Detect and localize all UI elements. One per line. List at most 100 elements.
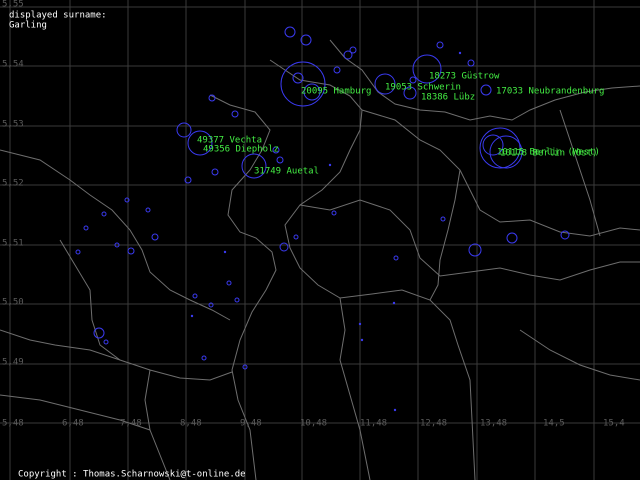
surname-marker	[480, 84, 492, 96]
surname-marker	[190, 314, 194, 318]
surname-value: Garling	[9, 21, 47, 31]
surname-marker	[292, 72, 304, 84]
surname-marker	[208, 94, 216, 102]
surname-marker	[467, 59, 475, 67]
surname-marker	[280, 61, 326, 107]
surname-marker	[328, 163, 332, 167]
copyright: Copyright : Thomas.Scharnowski@t-online.…	[18, 470, 246, 480]
border-line	[519, 329, 640, 381]
latitude-labels: 5,55 5,54 5,53 5,52 5,51 5,50 5,49	[2, 0, 24, 368]
longitude-label: 11,48	[360, 419, 387, 429]
longitude-label: 10,48	[300, 419, 327, 429]
surname-marker	[145, 207, 151, 213]
longitude-label: 9,48	[240, 419, 262, 429]
surname-marker	[114, 242, 120, 248]
surname-marker	[479, 127, 521, 169]
surname-marker	[234, 297, 240, 303]
place-label: 17033 Neubrandenburg	[496, 87, 604, 97]
surname-marker	[83, 225, 89, 231]
longitude-label: 6,48	[62, 419, 84, 429]
surname-marker	[393, 255, 399, 261]
surname-marker	[211, 168, 219, 176]
surname-marker	[489, 135, 523, 169]
place-label: 10115 Berlin (West)	[497, 148, 600, 158]
surname-marker	[231, 110, 239, 118]
longitude-labels: 5,48 6,48 7,48 8,48 9,48 10,48 11,48 12,…	[2, 419, 625, 429]
place-label: 18386 Lübz	[421, 93, 475, 103]
latitude-label: 5,50	[2, 298, 24, 308]
surname-marker	[176, 122, 192, 138]
border-line	[0, 394, 151, 431]
place-label: 20095 Hamburg	[301, 87, 371, 97]
border-line	[429, 169, 461, 301]
surname-marker	[223, 250, 227, 254]
surname-marker	[284, 26, 296, 38]
surname-marker	[201, 355, 207, 361]
surname-marker	[103, 339, 109, 345]
surname-marker	[358, 322, 362, 326]
surname-marker	[276, 156, 284, 164]
surname-marker	[75, 249, 81, 255]
surname-marker	[349, 46, 357, 54]
surname-marker	[409, 76, 417, 84]
longitude-label: 8,48	[180, 419, 202, 429]
surname-marker	[392, 301, 396, 305]
longitude-label: 12,48	[420, 419, 447, 429]
surname-marker	[331, 210, 337, 216]
latitude-label: 5,55	[2, 0, 24, 10]
surname-marker	[560, 230, 570, 240]
latitude-label: 5,51	[2, 239, 24, 249]
surname-marker	[440, 216, 446, 222]
surname-marker	[458, 51, 462, 55]
border-line	[339, 297, 371, 480]
surname-marker	[374, 73, 396, 95]
border-line	[269, 59, 476, 480]
surname-marker	[93, 327, 105, 339]
surname-marker	[192, 293, 198, 299]
surname-marker	[468, 243, 482, 257]
latitude-label: 5,54	[2, 60, 24, 70]
latitude-label: 5,53	[2, 120, 24, 130]
borders	[0, 39, 640, 480]
border-line	[209, 94, 277, 480]
place-label: 18273 Güstrow	[429, 72, 500, 82]
surname-marker	[506, 232, 518, 244]
surname-marker	[124, 197, 130, 203]
surname-marker	[412, 54, 442, 84]
surname-marker	[482, 134, 504, 156]
surname-markers	[75, 26, 570, 412]
surname-marker	[241, 153, 267, 179]
border-line	[59, 239, 233, 381]
surname-marker	[184, 176, 192, 184]
surname-marker	[393, 408, 397, 412]
border-line	[361, 109, 640, 237]
border-line	[329, 39, 640, 121]
surname-marker	[187, 130, 213, 156]
border-line	[0, 329, 121, 361]
surname-marker	[403, 86, 417, 100]
surname-marker	[360, 338, 364, 342]
surname-marker	[279, 242, 289, 252]
longitude-label: 5,48	[2, 419, 24, 429]
surname-marker	[208, 302, 214, 308]
place-label: 10178 Berlin (Ost)	[500, 149, 598, 159]
longitude-label: 7,48	[120, 419, 142, 429]
latitude-label: 5,52	[2, 179, 24, 189]
surname-caption: displayed surname:	[9, 11, 107, 21]
surname-marker	[226, 280, 232, 286]
place-label: 31749 Auetal	[254, 167, 319, 177]
place-label: 19053 Schwerin	[385, 83, 461, 93]
surname-marker	[242, 364, 248, 370]
border-line	[559, 109, 601, 237]
border-line	[0, 149, 231, 321]
latitude-label: 5,49	[2, 358, 24, 368]
longitude-label: 13,48	[480, 419, 507, 429]
place-label: 49377 Vechta	[197, 136, 262, 146]
surname-marker	[293, 234, 299, 240]
surname-marker	[300, 34, 312, 46]
surname-marker	[272, 146, 280, 154]
surname-marker	[436, 41, 444, 49]
surname-marker	[343, 50, 353, 60]
